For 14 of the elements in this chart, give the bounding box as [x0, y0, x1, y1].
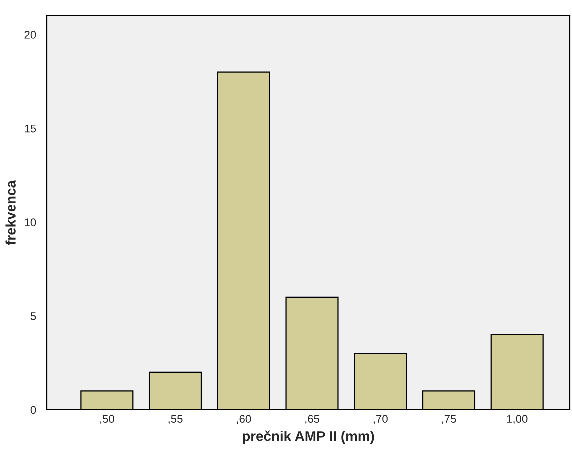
x-tick-label: ,65	[306, 415, 320, 424]
y-axis-title: frekvenca	[6, 180, 16, 246]
x-tick-label: ,70	[374, 415, 388, 424]
y-tick-label: 20	[24, 31, 36, 39]
y-tick-label: 5	[30, 312, 36, 320]
x-tick-label: ,60	[237, 415, 252, 424]
x-tick-label: 1,00	[507, 415, 528, 424]
y-tick-label: 10	[25, 218, 36, 227]
y-tick-label: 15	[25, 124, 36, 133]
x-tick-label: ,50	[100, 415, 114, 424]
x-tick-label: ,55	[168, 415, 183, 424]
x-tick-label: ,75	[442, 415, 456, 424]
x-axis-title: prečnik AMP II (mm)	[243, 430, 374, 444]
y-tick-label: 0	[30, 406, 36, 414]
